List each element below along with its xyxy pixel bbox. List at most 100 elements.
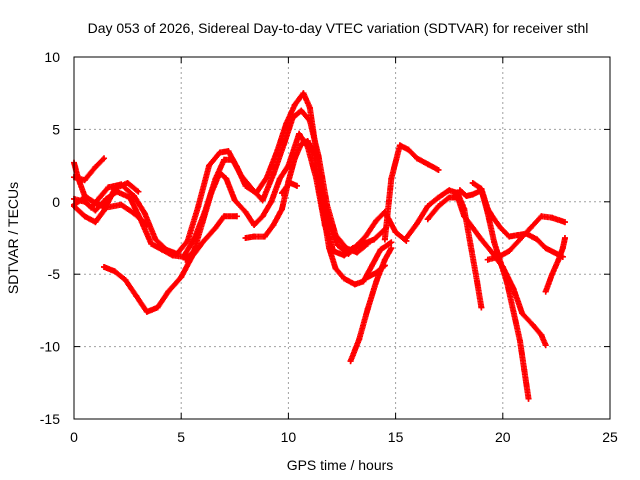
data-point xyxy=(221,213,228,220)
data-point xyxy=(291,155,298,162)
data-point xyxy=(373,217,380,224)
data-point xyxy=(283,184,290,191)
data-point xyxy=(371,236,378,243)
data-point xyxy=(184,237,191,244)
data-point xyxy=(270,171,277,178)
data-point xyxy=(469,224,476,231)
series-track-9 xyxy=(278,179,300,197)
data-point xyxy=(549,214,556,221)
data-point xyxy=(118,201,125,208)
data-point xyxy=(300,90,307,97)
data-point xyxy=(152,236,159,243)
data-point xyxy=(101,263,108,270)
data-point xyxy=(388,175,395,182)
data-point xyxy=(491,239,498,246)
marker-band xyxy=(542,235,568,295)
data-point xyxy=(529,321,536,328)
data-point xyxy=(216,169,223,176)
data-point xyxy=(141,210,148,217)
data-point xyxy=(334,242,341,249)
data-point xyxy=(268,198,275,205)
data-point xyxy=(178,274,185,281)
data-point xyxy=(414,220,421,227)
data-point xyxy=(238,172,245,179)
data-point xyxy=(516,337,523,344)
series-track-6 xyxy=(101,213,240,315)
data-point xyxy=(332,232,339,239)
data-point xyxy=(199,239,206,246)
data-point xyxy=(231,197,238,204)
data-point xyxy=(281,140,288,147)
series-track-7 xyxy=(182,130,388,263)
data-point xyxy=(349,245,356,252)
data-point xyxy=(454,194,461,201)
data-point xyxy=(343,245,350,252)
data-point xyxy=(467,242,474,249)
data-point xyxy=(105,184,112,191)
data-point xyxy=(369,262,376,269)
data-point xyxy=(221,156,228,163)
data-point xyxy=(242,235,249,241)
series-track-12 xyxy=(381,142,442,243)
data-point xyxy=(143,221,150,228)
data-point xyxy=(435,194,442,201)
data-point xyxy=(261,233,268,240)
series-track-10 xyxy=(347,245,395,365)
data-point xyxy=(199,219,206,226)
data-point xyxy=(506,248,513,255)
data-point xyxy=(81,193,88,200)
data-point xyxy=(259,197,266,204)
data-point xyxy=(551,249,558,256)
data-point xyxy=(360,240,367,247)
data-point xyxy=(514,232,521,239)
data-point xyxy=(489,249,496,256)
data-point xyxy=(516,236,523,243)
data-point xyxy=(133,292,140,299)
marker-band xyxy=(101,213,240,315)
data-point xyxy=(510,308,517,315)
data-point xyxy=(497,224,504,231)
data-point xyxy=(424,216,431,223)
data-point xyxy=(555,256,562,263)
data-point xyxy=(182,256,189,263)
data-point xyxy=(101,155,108,162)
x-tick-label: 20 xyxy=(495,429,511,445)
data-point xyxy=(549,271,556,278)
data-point xyxy=(469,179,476,186)
data-point xyxy=(534,236,541,243)
data-point xyxy=(542,342,549,349)
data-point xyxy=(111,185,118,192)
data-point xyxy=(195,203,202,210)
data-point xyxy=(396,142,403,149)
data-point xyxy=(356,336,363,343)
data-point xyxy=(251,221,258,228)
data-point xyxy=(229,156,236,163)
data-point xyxy=(92,219,99,226)
data-point xyxy=(373,269,380,276)
data-point xyxy=(165,288,172,295)
series-track-18 xyxy=(542,235,568,295)
data-point xyxy=(474,278,481,285)
x-axis-label: GPS time / hours xyxy=(287,457,394,473)
data-point xyxy=(478,236,485,243)
data-point xyxy=(319,206,326,213)
data-point xyxy=(81,213,88,220)
data-point xyxy=(351,281,358,288)
data-point xyxy=(248,185,255,192)
data-point xyxy=(495,253,502,260)
data-point xyxy=(538,213,545,220)
data-point xyxy=(131,193,138,200)
data-point xyxy=(278,206,285,213)
x-tick-label: 10 xyxy=(281,429,297,445)
data-point xyxy=(278,190,285,197)
data-point xyxy=(491,216,498,223)
data-point xyxy=(542,245,549,252)
y-tick-label: -10 xyxy=(40,339,60,355)
data-point xyxy=(311,151,318,158)
data-point xyxy=(233,213,240,220)
data-point xyxy=(497,259,504,266)
x-tick-label: 5 xyxy=(177,429,185,445)
data-point xyxy=(289,114,296,121)
data-point xyxy=(131,210,138,217)
data-point xyxy=(263,174,270,181)
